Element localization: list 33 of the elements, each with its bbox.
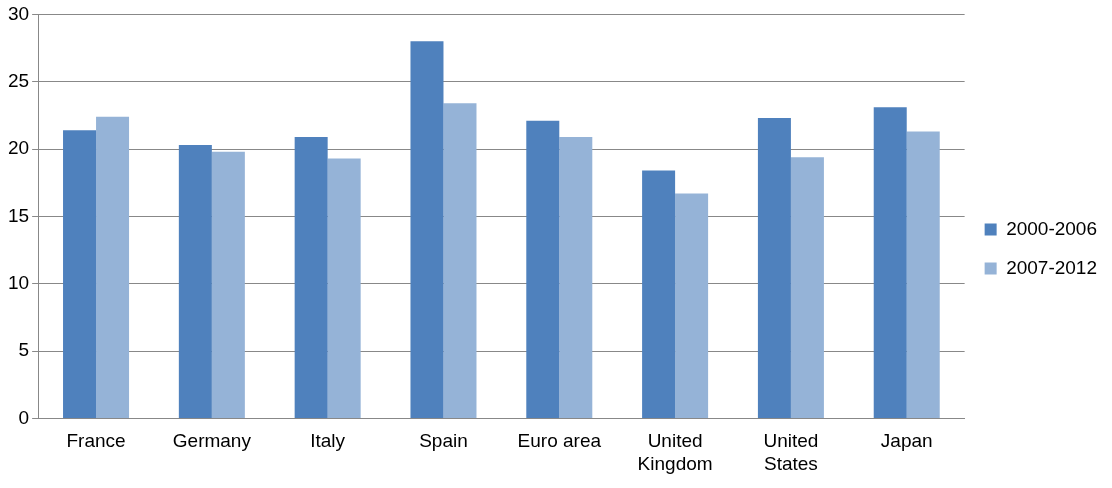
bar [327,158,361,418]
bar [757,118,791,418]
bar [63,130,97,418]
bar [211,151,245,418]
y-tick-label: 25 [7,69,30,91]
x-tick-label: Italy [310,430,346,452]
y-tick-label: 30 [7,2,30,24]
bar [410,41,444,418]
y-tick-label: 10 [7,271,30,293]
bar [873,107,907,418]
x-tick-label: Spain [419,430,468,452]
legend-label: 2007-2012 [1006,256,1098,278]
bar [526,120,560,418]
x-tick-label: Germany [172,430,252,452]
y-tick-label: 0 [18,406,30,428]
x-tick-label: United States [763,430,819,474]
y-tick-label: 5 [18,339,30,361]
bar [675,193,709,418]
y-tick-label: 15 [7,204,30,226]
bar [642,170,676,418]
legend-label: 2000-2006 [1006,217,1098,239]
bar [96,116,130,418]
y-tick-label: 20 [7,137,30,159]
x-tick-label: Euro area [517,430,602,452]
x-tick-label: United Kingdom [637,430,713,474]
bar [790,157,824,418]
bar [178,145,212,418]
bar [559,136,593,418]
bar [906,131,940,418]
bar [294,136,328,418]
x-tick-label: France [66,430,126,452]
x-tick-label: Japan [880,430,933,452]
bar [443,103,477,418]
